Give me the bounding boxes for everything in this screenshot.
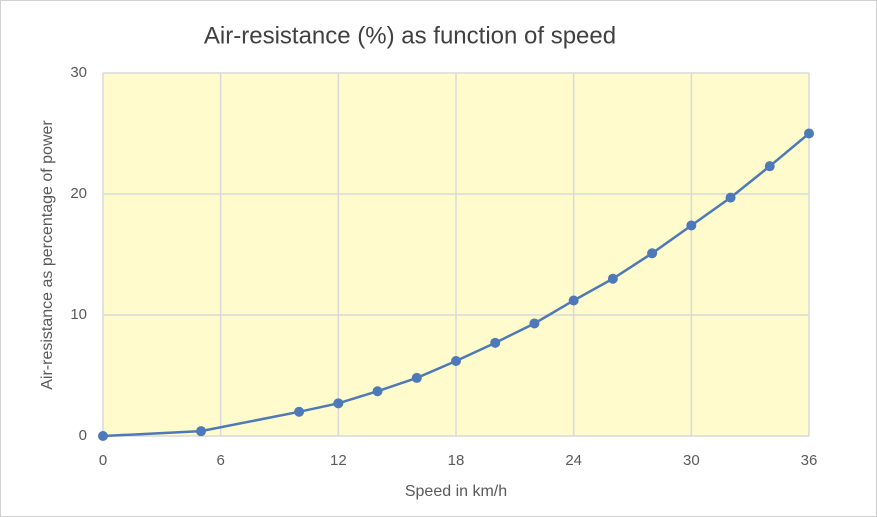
data-point: [490, 337, 501, 348]
y-axis-title: Air-resistance as percentage of power: [39, 120, 56, 390]
y-tick-label: 10: [70, 306, 87, 323]
x-axis-title: Speed in km/h: [405, 483, 507, 500]
data-point: [529, 318, 540, 329]
x-tick-label: 0: [99, 452, 107, 469]
x-tick-label: 36: [801, 452, 818, 469]
x-tick-label: 6: [216, 452, 224, 469]
data-point: [333, 398, 344, 409]
data-point: [804, 128, 814, 139]
data-point: [372, 386, 383, 397]
data-point: [411, 372, 422, 383]
data-point: [568, 295, 579, 306]
data-line: [102, 132, 810, 438]
data-point: [451, 355, 461, 366]
data-point: [764, 161, 775, 172]
x-tick-label: 18: [448, 452, 465, 469]
y-tick-label: 0: [79, 427, 87, 444]
data-point: [725, 192, 736, 203]
y-tick-label: 20: [70, 185, 87, 202]
data-point: [294, 406, 305, 417]
y-tick-label: 30: [70, 64, 87, 81]
data-point: [607, 273, 618, 284]
data-point: [196, 426, 207, 437]
x-tick-label: 12: [330, 452, 347, 469]
chart-title: Air-resistance (%) as function of speed: [204, 22, 616, 49]
data-point: [98, 431, 108, 441]
x-tick-label: 30: [683, 452, 700, 469]
x-tick-label: 24: [565, 452, 582, 469]
data-point: [647, 248, 658, 259]
data-point: [686, 220, 697, 231]
